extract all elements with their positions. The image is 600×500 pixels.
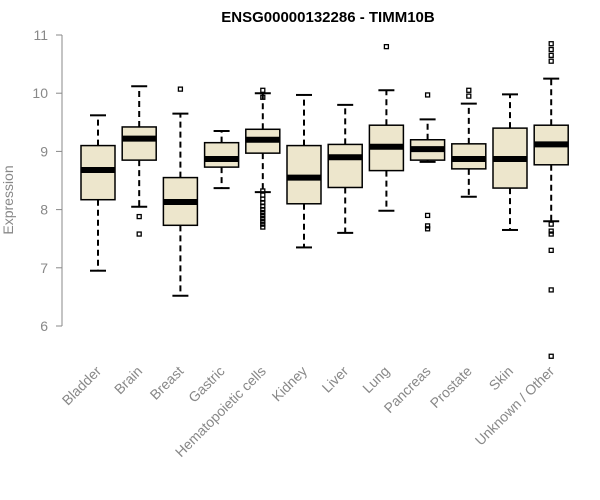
y-tick-label: 11 bbox=[33, 27, 48, 43]
x-tick-label: Skin bbox=[486, 363, 517, 394]
box-liver bbox=[327, 103, 363, 234]
x-tick-label: Brain bbox=[111, 363, 145, 397]
outlier-point bbox=[260, 218, 266, 224]
x-tick-label: Kidney bbox=[269, 363, 311, 405]
box-gastric bbox=[203, 130, 240, 190]
box-hematopoietic-cells bbox=[245, 87, 281, 230]
iqr-box bbox=[203, 141, 240, 168]
outlier-point bbox=[548, 221, 554, 227]
chart-title: ENSG00000132286 - TIMM10B bbox=[221, 9, 435, 26]
x-tick-label: Prostate bbox=[427, 363, 475, 411]
y-axis-label: Expression bbox=[0, 165, 16, 234]
outlier-point bbox=[260, 192, 266, 198]
outlier-point bbox=[136, 213, 142, 220]
outlier-point bbox=[548, 231, 554, 237]
x-tick-label: Bladder bbox=[59, 363, 105, 409]
boxes-group bbox=[80, 41, 569, 359]
iqr-box bbox=[327, 143, 363, 189]
y-axis: 6 7 8 9 10 11 bbox=[32, 27, 63, 334]
box-bladder bbox=[80, 114, 116, 272]
x-tick-label: Breast bbox=[147, 363, 187, 403]
outlier-point bbox=[260, 188, 266, 194]
outlier-point bbox=[424, 212, 431, 219]
outlier-point bbox=[260, 224, 266, 230]
y-tick-label: 8 bbox=[40, 202, 48, 218]
box-kidney bbox=[286, 93, 322, 249]
outlier-point bbox=[548, 287, 554, 293]
outlier-point bbox=[260, 87, 266, 93]
box-pancreas bbox=[409, 92, 446, 232]
outlier-point bbox=[548, 41, 554, 47]
outlier-point bbox=[466, 93, 472, 99]
outlier-point bbox=[548, 353, 554, 359]
outlier-point bbox=[260, 206, 266, 213]
outlier-point bbox=[424, 92, 431, 98]
y-tick-label: 6 bbox=[40, 318, 48, 334]
outlier-point bbox=[548, 52, 554, 59]
box-lung bbox=[368, 43, 405, 212]
x-tick-label: Lung bbox=[359, 363, 392, 396]
box-skin bbox=[492, 93, 528, 231]
y-tick-label: 9 bbox=[40, 143, 48, 159]
outlier-point bbox=[260, 221, 266, 227]
y-tick-label: 10 bbox=[32, 85, 48, 101]
outlier-point bbox=[548, 247, 554, 253]
outlier-point bbox=[260, 209, 266, 216]
outlier-point bbox=[136, 231, 142, 237]
box-brain bbox=[121, 85, 157, 237]
box-unknown-other bbox=[533, 41, 569, 359]
outlier-point bbox=[260, 212, 266, 219]
outlier-point bbox=[548, 46, 554, 53]
outlier-point bbox=[260, 215, 266, 221]
box-breast bbox=[162, 86, 199, 297]
outlier-point bbox=[260, 94, 266, 100]
outlier-point bbox=[424, 226, 431, 232]
outlier-point bbox=[383, 43, 390, 50]
iqr-box bbox=[121, 126, 157, 161]
y-tick-label: 7 bbox=[40, 260, 48, 276]
x-tick-label: Liver bbox=[319, 363, 352, 396]
outlier-point bbox=[548, 228, 554, 234]
box-prostate bbox=[451, 87, 487, 198]
outlier-point bbox=[548, 58, 554, 64]
outlier-point bbox=[466, 87, 472, 93]
outlier-point bbox=[424, 223, 431, 229]
outlier-point bbox=[177, 86, 184, 92]
